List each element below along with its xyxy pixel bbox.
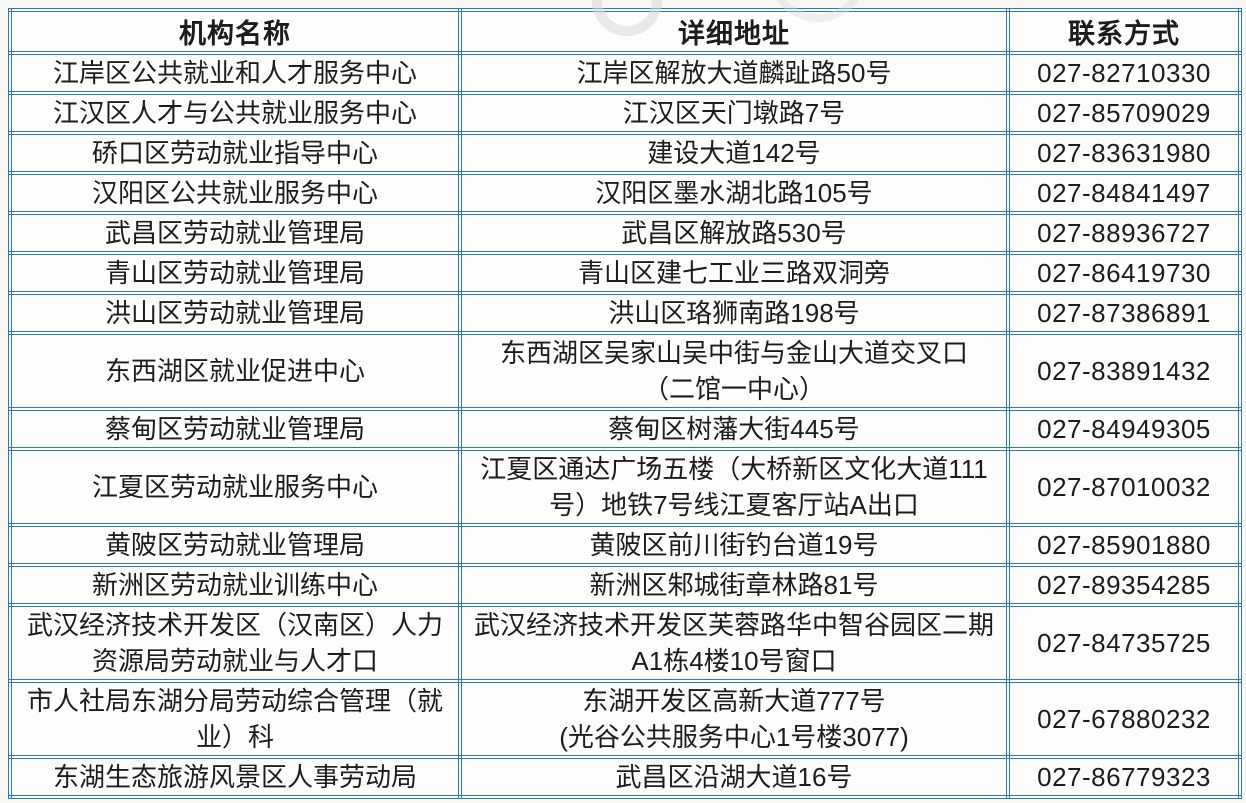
- address-cell: 江汉区天门墩路7号: [458, 91, 1010, 135]
- address-cell: 汉阳区墨水湖北路105号: [458, 171, 1010, 215]
- address-cell: 江岸区解放大道麟趾路50号: [458, 51, 1010, 95]
- org-name-cell: 青山区劳动就业管理局: [8, 251, 462, 295]
- employment-service-contact-table: 机构名称 详细地址 联系方式 江岸区公共就业和人才服务中心 江岸区解放大道麟趾路…: [8, 8, 1242, 799]
- table-body: 江岸区公共就业和人才服务中心 江岸区解放大道麟趾路50号 027-8271033…: [8, 51, 1242, 799]
- address-cell: 东湖开发区高新大道777号 (光谷公共服务中心1号楼3077): [458, 679, 1010, 759]
- table-row: 洪山区劳动就业管理局 洪山区珞狮南路198号 027-87386891: [8, 291, 1242, 335]
- phone-cell: 027-84735725: [1006, 603, 1242, 683]
- address-cell: 东西湖区吴家山吴中街与金山大道交叉口 （二馆一中心）: [458, 331, 1010, 411]
- address-cell: 武昌区解放路530号: [458, 211, 1010, 255]
- org-name-cell: 武昌区劳动就业管理局: [8, 211, 462, 255]
- table-row: 武昌区劳动就业管理局 武昌区解放路530号 027-88936727: [8, 211, 1242, 255]
- column-header-address: 详细地址: [458, 8, 1010, 55]
- header-row: 机构名称 详细地址 联系方式: [8, 8, 1242, 55]
- org-name-cell: 市人社局东湖分局劳动综合管理（就 业）科: [8, 679, 462, 759]
- phone-cell: 027-82710330: [1006, 51, 1242, 95]
- table-row: 蔡甸区劳动就业管理局 蔡甸区树藩大街445号 027-84949305: [8, 407, 1242, 451]
- phone-cell: 027-87010032: [1006, 447, 1242, 527]
- org-name-cell: 江汉区人才与公共就业服务中心: [8, 91, 462, 135]
- table-row: 江岸区公共就业和人才服务中心 江岸区解放大道麟趾路50号 027-8271033…: [8, 51, 1242, 95]
- org-name-cell: 洪山区劳动就业管理局: [8, 291, 462, 335]
- address-cell: 建设大道142号: [458, 131, 1010, 175]
- phone-cell: 027-83891432: [1006, 331, 1242, 411]
- table-row: 黄陂区劳动就业管理局 黄陂区前川街钓台道19号 027-85901880: [8, 523, 1242, 567]
- table-row: 市人社局东湖分局劳动综合管理（就 业）科 东湖开发区高新大道777号 (光谷公共…: [8, 679, 1242, 759]
- phone-cell: 027-87386891: [1006, 291, 1242, 335]
- org-name-cell: 武汉经济技术开发区（汉南区）人力 资源局劳动就业与人才口: [8, 603, 462, 683]
- address-cell: 江夏区通达广场五楼（大桥新区文化大道111 号）地铁7号线江夏客厅站A出口: [458, 447, 1010, 527]
- phone-cell: 027-86419730: [1006, 251, 1242, 295]
- phone-cell: 027-89354285: [1006, 563, 1242, 607]
- phone-cell: 027-85709029: [1006, 91, 1242, 135]
- table-row: 汉阳区公共就业服务中心 汉阳区墨水湖北路105号 027-84841497: [8, 171, 1242, 215]
- org-name-cell: 硚口区劳动就业指导中心: [8, 131, 462, 175]
- address-cell: 洪山区珞狮南路198号: [458, 291, 1010, 335]
- phone-cell: 027-85901880: [1006, 523, 1242, 567]
- org-name-cell: 江岸区公共就业和人才服务中心: [8, 51, 462, 95]
- org-name-cell: 新洲区劳动就业训练中心: [8, 563, 462, 607]
- table-row: 东西湖区就业促进中心 东西湖区吴家山吴中街与金山大道交叉口 （二馆一中心） 02…: [8, 331, 1242, 411]
- org-name-cell: 东西湖区就业促进中心: [8, 331, 462, 411]
- column-header-org-name: 机构名称: [8, 8, 462, 55]
- table-row: 江夏区劳动就业服务中心 江夏区通达广场五楼（大桥新区文化大道111 号）地铁7号…: [8, 447, 1242, 527]
- address-cell: 武昌区沿湖大道16号: [458, 755, 1010, 799]
- address-cell: 蔡甸区树藩大街445号: [458, 407, 1010, 451]
- table-row: 武汉经济技术开发区（汉南区）人力 资源局劳动就业与人才口 武汉经济技术开发区芙蓉…: [8, 603, 1242, 683]
- phone-cell: 027-67880232: [1006, 679, 1242, 759]
- phone-cell: 027-86779323: [1006, 755, 1242, 799]
- address-cell: 青山区建七工业三路双洞旁: [458, 251, 1010, 295]
- org-name-cell: 黄陂区劳动就业管理局: [8, 523, 462, 567]
- column-header-phone: 联系方式: [1006, 8, 1242, 55]
- table-row: 硚口区劳动就业指导中心 建设大道142号 027-83631980: [8, 131, 1242, 175]
- phone-cell: 027-84841497: [1006, 171, 1242, 215]
- table-row: 新洲区劳动就业训练中心 新洲区邾城街章林路81号 027-89354285: [8, 563, 1242, 607]
- address-cell: 武汉经济技术开发区芙蓉路华中智谷园区二期 A1栋4楼10号窗口: [458, 603, 1010, 683]
- address-cell: 黄陂区前川街钓台道19号: [458, 523, 1010, 567]
- org-name-cell: 蔡甸区劳动就业管理局: [8, 407, 462, 451]
- phone-cell: 027-88936727: [1006, 211, 1242, 255]
- table-row: 江汉区人才与公共就业服务中心 江汉区天门墩路7号 027-85709029: [8, 91, 1242, 135]
- table-row: 青山区劳动就业管理局 青山区建七工业三路双洞旁 027-86419730: [8, 251, 1242, 295]
- org-name-cell: 汉阳区公共就业服务中心: [8, 171, 462, 215]
- phone-cell: 027-84949305: [1006, 407, 1242, 451]
- table-row: 东湖生态旅游风景区人事劳动局 武昌区沿湖大道16号 027-86779323: [8, 755, 1242, 799]
- address-cell: 新洲区邾城街章林路81号: [458, 563, 1010, 607]
- org-name-cell: 江夏区劳动就业服务中心: [8, 447, 462, 527]
- org-name-cell: 东湖生态旅游风景区人事劳动局: [8, 755, 462, 799]
- phone-cell: 027-83631980: [1006, 131, 1242, 175]
